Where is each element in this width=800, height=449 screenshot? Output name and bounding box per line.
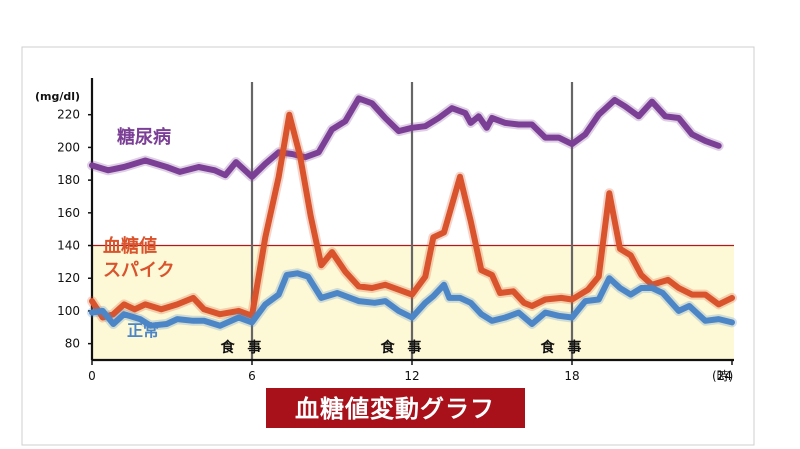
series-label-spike-2: スパイク [103, 260, 175, 281]
x-tick-label-12: 12 [404, 369, 419, 383]
meal-label-1: 食 事 [221, 339, 266, 356]
y-tick-label-160: 160 [57, 206, 80, 220]
y-tick-label-100: 100 [57, 304, 80, 318]
series-label-diabetes: 糖尿病 [117, 126, 171, 148]
x-tick-label-18: 18 [564, 369, 579, 383]
series-line-1 [89, 95, 722, 180]
y-tick-label-220: 220 [57, 108, 80, 122]
x-axis-unit: (時) [712, 369, 733, 383]
y-tick-label-120: 120 [57, 271, 80, 285]
x-tick-label-24: 24 [717, 369, 732, 383]
x-ticks: 0 6 12 18 24 [88, 360, 733, 383]
y-tick-label-80: 80 [65, 337, 80, 351]
chart-title: 血糖値変動グラフ [295, 395, 495, 423]
y-axis-unit: (mg/dl) [35, 90, 80, 103]
series-lines [87, 93, 737, 331]
series-line-2 [89, 111, 735, 321]
chart-title-box [266, 388, 525, 428]
y-ticks: 80 100 120 140 160 180 200 220 [57, 108, 92, 351]
series-label-spike-1: 血糖値 [103, 235, 157, 257]
chart-frame [21, 46, 755, 446]
series-glow-1 [87, 93, 724, 182]
x-tick-label-6: 6 [248, 369, 256, 383]
meal-label-2: 食 事 [381, 339, 426, 356]
meal-label-3: 食 事 [541, 339, 586, 356]
series-label-normal: 正常 [127, 321, 159, 340]
y-tick-label-140: 140 [57, 239, 80, 253]
x-tick-label-0: 0 [88, 369, 96, 383]
y-tick-label-200: 200 [57, 140, 80, 154]
y-tick-label-180: 180 [57, 173, 80, 187]
series-line-3 [89, 270, 735, 329]
